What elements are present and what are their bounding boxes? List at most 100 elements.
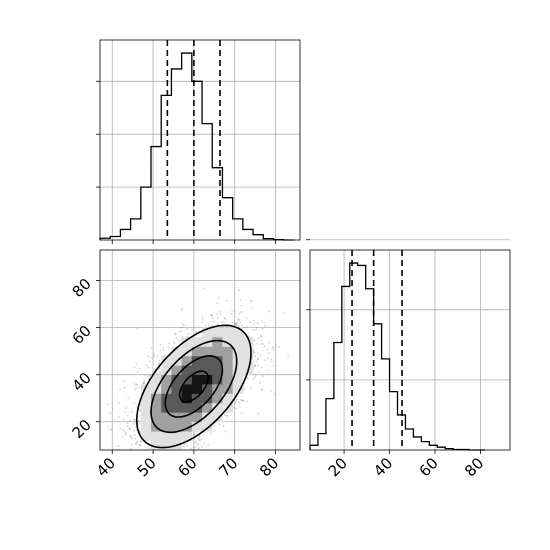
joint-point: [249, 321, 252, 324]
joint-point: [122, 418, 125, 421]
joint-point: [129, 448, 132, 450]
joint-point: [257, 357, 259, 360]
joint-point: [237, 319, 240, 322]
joint-point: [274, 344, 277, 347]
joint-point: [120, 468, 122, 470]
joint-point: [257, 413, 259, 415]
joint-point: [167, 454, 169, 456]
joint-point: [158, 360, 161, 362]
joint-point: [130, 434, 133, 437]
joint-point: [243, 326, 245, 329]
joint-point: [222, 424, 225, 427]
joint-point: [223, 414, 226, 416]
joint-point: [118, 401, 120, 404]
joint-point: [133, 419, 136, 422]
joint-point: [138, 367, 141, 370]
joint-point: [175, 337, 178, 339]
joint-frame: [99, 249, 301, 451]
joint-point: [236, 318, 239, 320]
joint-point: [238, 312, 241, 315]
joint-density-cell: [222, 365, 233, 375]
joint-point: [164, 457, 166, 459]
joint-ytick-label-3: 80: [69, 275, 95, 301]
joint-point: [170, 454, 172, 456]
joint-point: [174, 333, 176, 336]
joint-point: [264, 324, 267, 327]
joint-point: [270, 358, 273, 361]
joint-point: [224, 430, 227, 433]
joint-point: [186, 445, 188, 448]
joint-point: [156, 355, 159, 357]
joint-point: [234, 323, 237, 326]
joint-point: [196, 431, 199, 433]
joint-point: [161, 465, 163, 467]
joint-point: [253, 365, 256, 368]
joint-density-cell: [242, 337, 254, 347]
joint-density-cell: [151, 402, 162, 413]
joint-point: [117, 445, 120, 448]
joint-point: [262, 375, 265, 377]
joint-point: [167, 455, 169, 457]
joint-xtick-label-1: 50: [134, 454, 160, 480]
joint-point: [201, 314, 204, 317]
joint-point: [263, 322, 266, 324]
joint-density-cell: [191, 337, 203, 347]
joint-density-cell: [161, 421, 172, 432]
joint-density-cell: [191, 374, 203, 385]
joint-point: [226, 414, 229, 417]
joint-point: [193, 433, 196, 436]
joint-point: [259, 334, 262, 337]
joint-density-cell: [171, 402, 182, 413]
joint-point: [139, 440, 142, 443]
joint-point: [143, 381, 146, 384]
joint-density-cell: [140, 431, 152, 441]
joint-point: [145, 364, 148, 367]
joint-point: [136, 440, 139, 443]
joint-point: [107, 425, 110, 428]
joint-density-cell: [212, 374, 223, 385]
panel-joint: 40 50 60 70 80 20 40 60 80: [69, 249, 301, 482]
joint-point: [266, 348, 269, 351]
joint-ytick-label-0: 20: [69, 416, 95, 442]
joint-point: [221, 321, 223, 323]
joint-point: [267, 352, 270, 354]
hist-1-steps: [309, 262, 485, 451]
joint-point: [213, 425, 216, 427]
joint-point: [124, 432, 127, 434]
joint-point: [257, 337, 260, 339]
joint-point: [109, 428, 112, 431]
joint-point: [177, 339, 180, 342]
joint-point: [178, 330, 181, 333]
joint-density-cell: [181, 393, 193, 404]
joint-point: [217, 296, 220, 299]
joint-point: [171, 452, 173, 454]
joint-contour-1: [164, 355, 224, 418]
joint-point: [128, 428, 131, 431]
joint-point: [177, 450, 179, 452]
joint-density-cell: [191, 346, 203, 357]
joint-point: [261, 319, 263, 322]
joint-point: [260, 336, 263, 338]
joint-point: [129, 456, 131, 458]
joint-point: [144, 374, 146, 376]
joint-point: [173, 463, 175, 465]
joint-density-cell: [140, 412, 152, 423]
joint-point: [135, 405, 138, 408]
joint-point: [234, 402, 237, 405]
joint-point: [139, 455, 141, 457]
joint-density-cell: [171, 421, 182, 432]
joint-density-cell: [232, 337, 244, 347]
joint-density-cell: [202, 412, 213, 423]
hist-1-quantile-lines: [351, 250, 403, 450]
joint-point: [243, 388, 246, 390]
joint-point: [250, 300, 253, 303]
joint-point: [251, 306, 254, 309]
joint-point: [134, 438, 137, 440]
joint-point: [211, 455, 213, 457]
joint-point: [272, 345, 275, 348]
joint-point: [163, 462, 165, 464]
joint-point: [136, 450, 138, 452]
joint-point: [163, 480, 165, 482]
joint-point: [147, 355, 150, 357]
joint-density-cell: [140, 421, 152, 432]
